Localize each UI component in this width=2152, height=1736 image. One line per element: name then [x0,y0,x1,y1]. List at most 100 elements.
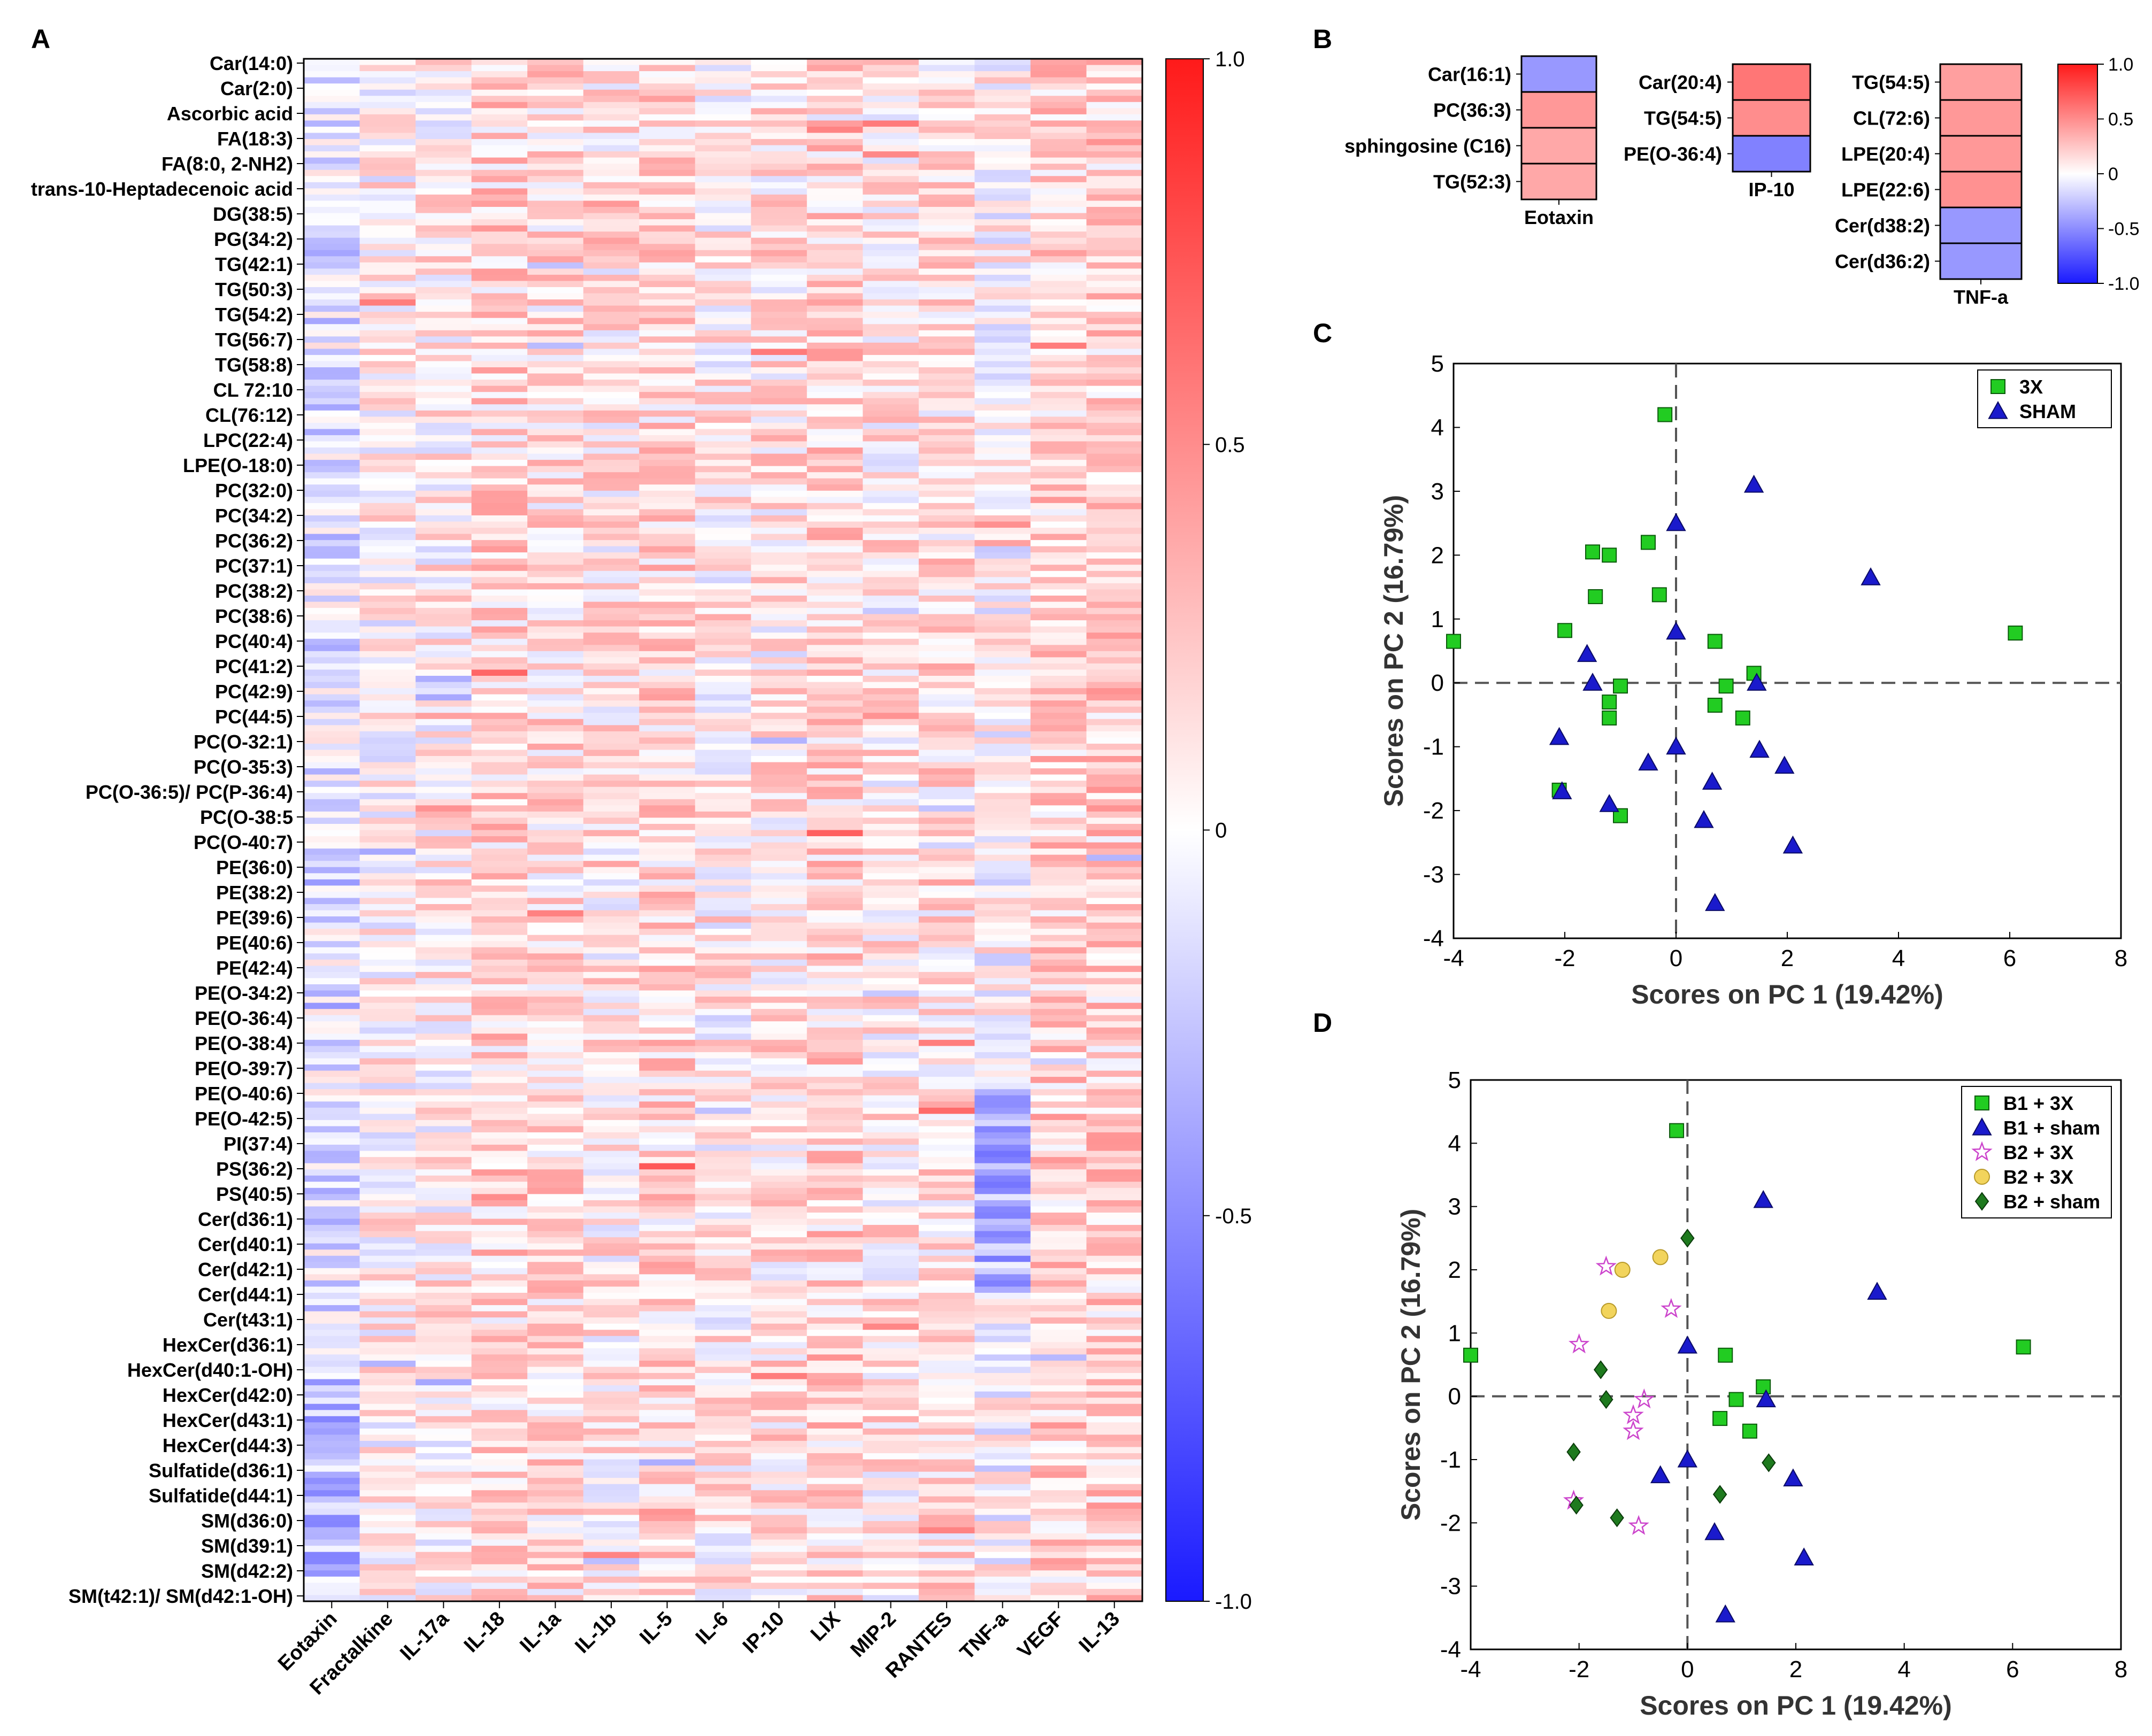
heatmap-cell [1086,509,1143,516]
heatmap-cell [639,762,696,769]
heatmap-cell [1086,1187,1143,1194]
heatmap-cell [416,188,472,195]
heatmap-cell [304,1046,360,1053]
heatmap-cell [359,842,416,849]
heatmap-cell [416,1151,472,1158]
heatmap-cell [527,682,584,689]
heatmap-cell [639,330,696,337]
heatmap-cell [751,805,808,812]
heatmap-cell [695,1521,751,1528]
panel-b-heatmaps: Car(16:1)PC(36:3)sphingosine (C16)TG(52:… [1344,55,2023,308]
x-tick-label: 2 [1789,1656,1802,1683]
y-tick-label: -2 [1423,798,1444,824]
heatmap-cell [304,823,360,831]
heatmap-cell [695,472,751,479]
panel-label-a: A [31,24,50,54]
heatmap-cell [1030,336,1087,343]
heatmap-cell [695,367,751,374]
heatmap-cell [806,620,863,627]
heatmap-cell [527,102,584,109]
heatmap-cell [583,1385,640,1392]
heatmap-cell [527,1385,584,1392]
heatmap-cell [806,811,863,819]
heatmap-cell [918,1083,975,1090]
heatmap-cell [806,102,863,109]
heatmap-cell [974,521,1031,528]
heatmap-cell [527,1126,584,1133]
heatmap-cell [806,793,863,800]
heatmap-cell [639,349,696,356]
heatmap-cell [304,1515,360,1522]
heatmap-cell [527,725,584,732]
heatmap-cell [471,756,528,763]
heatmap-cell [359,1410,416,1417]
heatmap-cell [359,552,416,559]
heatmap-cell [1086,1576,1143,1583]
heatmap-cell [863,1286,919,1293]
heatmap-cell [863,1583,919,1590]
heatmap-cell [471,1447,528,1454]
heatmap-cell [583,139,640,146]
heatmap-cell [863,1323,919,1330]
heatmap-cell [527,410,584,417]
heatmap-cell [695,83,751,90]
heatmap-cell [1086,497,1143,504]
heatmap-cell [918,404,975,411]
heatmap-cell [583,441,640,448]
heatmap-cell [304,1145,360,1152]
heatmap-cell [416,620,472,627]
heatmap-cell [974,1447,1031,1454]
heatmap-cell [806,1447,863,1454]
heatmap-cell [863,823,919,831]
heatmap-cell [918,354,975,362]
heatmap-row-label: FA(18:3) [217,128,293,150]
heatmap-cell [1030,318,1087,325]
heatmap-cell [1086,540,1143,547]
heatmap-cell [1086,1249,1143,1256]
y-tick-label: -1 [1440,1447,1461,1473]
heatmap-cell [416,96,472,103]
heatmap-cell [695,1182,751,1189]
heatmap-cell [416,1552,472,1558]
heatmap-cell [416,1385,472,1392]
heatmap-cell [1030,1058,1087,1065]
heatmap-cell [918,305,975,312]
heatmap-cell [806,540,863,547]
heatmap-cell [639,879,696,886]
heatmap-cell [304,1323,360,1330]
heatmap-cell [1030,1348,1087,1355]
heatmap-cell [416,1120,472,1127]
heatmap-cell [304,1305,360,1312]
heatmap-cell [918,59,975,66]
heatmap-cell [1086,349,1143,356]
heatmap-cell [304,1502,360,1509]
heatmap-cell [695,1422,751,1429]
heatmap-cell [359,774,416,781]
heatmap-cell [304,1391,360,1398]
heatmap-cell [471,1527,528,1534]
heatmap-cell [527,663,584,670]
heatmap-cell [751,1478,808,1485]
heatmap-cell [974,1410,1031,1417]
heatmap-cell [359,1132,416,1139]
heatmap-cell [583,1342,640,1349]
heatmap-cell [806,1552,863,1558]
heatmap-cell [695,916,751,923]
heatmap-cell [751,206,808,214]
panel-b-column-label: Eotaxin [1524,206,1594,228]
heatmap-cell [1030,1367,1087,1374]
heatmap-cell [1086,1002,1143,1009]
heatmap-cell [304,1440,360,1448]
heatmap-cell [304,1268,360,1275]
heatmap-cell [583,392,640,399]
heatmap-cell [806,1194,863,1201]
heatmap-cell [639,1293,696,1300]
heatmap-cell [359,151,416,158]
heatmap-cell [974,422,1031,429]
scatter-point-triangle [1753,1190,1773,1208]
heatmap-cell [1086,1440,1143,1448]
heatmap-cell [974,1323,1031,1330]
heatmap-cell [359,706,416,713]
heatmap-cell [471,1262,528,1269]
heatmap-cell [863,1453,919,1460]
